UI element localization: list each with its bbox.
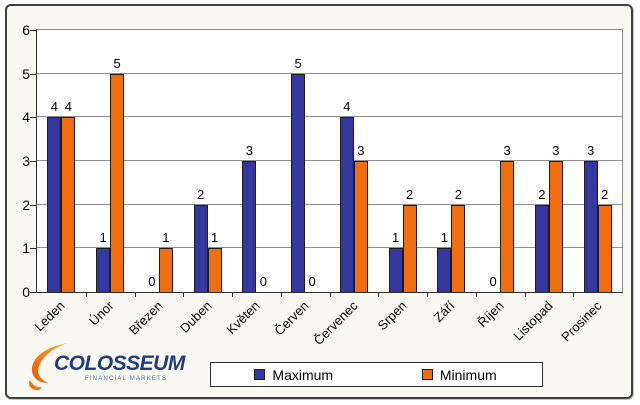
- value-label: 2: [601, 186, 609, 202]
- bar-minimum-leden: [61, 117, 76, 292]
- maximum-swatch-icon: [254, 369, 266, 380]
- bar-maximum-duben: [193, 204, 208, 292]
- y-tick-0: [30, 292, 37, 293]
- x-tick-6: [329, 292, 331, 297]
- y-tick-3: [30, 161, 37, 162]
- bar-minimum-srpen: [402, 204, 417, 292]
- value-label: 4: [343, 99, 351, 115]
- y-tick-label-1: 1: [22, 240, 30, 257]
- bar-maximum-červen: [291, 73, 306, 292]
- bar-minimum-prosinec: [597, 204, 612, 292]
- x-tick-9: [475, 292, 477, 297]
- legend-label-minimum: Minimum: [439, 366, 497, 383]
- value-label: 0: [489, 274, 497, 289]
- bar-minimum-únor: [110, 73, 125, 292]
- y-tick-6: [30, 30, 37, 31]
- value-label: 3: [357, 143, 365, 158]
- value-label: 3: [245, 143, 253, 158]
- value-label: 0: [259, 274, 267, 289]
- bar-maximum-listopad: [534, 204, 549, 292]
- x-tick-8: [427, 292, 428, 297]
- legend-item-maximum: Maximum: [211, 368, 377, 382]
- y-tick-label-5: 5: [22, 65, 30, 82]
- value-label: 5: [113, 55, 121, 71]
- value-label: 2: [406, 186, 414, 202]
- logo-swoosh-icon: [29, 343, 68, 391]
- value-label: 3: [587, 143, 595, 158]
- y-tick-1: [30, 248, 37, 250]
- x-tick-4: [232, 292, 233, 297]
- x-tick-11: [573, 292, 575, 297]
- bar-minimum-červenec: [353, 161, 368, 292]
- logo-subtitle: FINANCIAL MARKETS: [85, 376, 168, 382]
- bar-maximum-červenec: [339, 117, 354, 292]
- bar-minimum-duben: [207, 248, 222, 292]
- colosseum-logo: COLOSSEUM FINANCIAL MARKETS: [27, 341, 185, 395]
- minimum-swatch-icon: [421, 369, 433, 380]
- bar-maximum-září: [437, 248, 452, 292]
- chart-legend: Maximum Minimum: [210, 362, 543, 387]
- value-label: 0: [308, 274, 316, 289]
- gridline-1: [37, 247, 622, 249]
- value-label: 5: [294, 55, 302, 71]
- logo-wordmark: COLOSSEUM: [54, 352, 185, 375]
- x-tick-1: [85, 292, 87, 297]
- bar-minimum-listopad: [548, 161, 563, 292]
- bar-maximum-únor: [96, 248, 111, 292]
- x-tick-2: [134, 292, 136, 297]
- gridline-5: [37, 72, 622, 74]
- value-label: 4: [50, 99, 58, 115]
- value-label: 3: [552, 143, 560, 158]
- value-label: 2: [197, 186, 205, 202]
- gridline-2: [37, 203, 622, 205]
- value-label: 1: [162, 230, 170, 246]
- bar-minimum-září: [451, 204, 466, 292]
- legend-item-minimum: Minimum: [377, 368, 543, 382]
- value-label: 4: [64, 99, 72, 115]
- legend-label-maximum: Maximum: [272, 366, 334, 383]
- y-tick-label-2: 2: [22, 196, 30, 213]
- value-label: 1: [392, 230, 400, 246]
- value-label: 0: [148, 274, 156, 289]
- y-tick-label-6: 6: [22, 22, 30, 38]
- bar-maximum-prosinec: [583, 161, 598, 292]
- y-tick-5: [30, 73, 37, 75]
- x-tick-5: [280, 292, 282, 297]
- y-tick-4: [30, 117, 37, 119]
- bar-minimum-březen: [158, 248, 173, 292]
- value-label: 1: [99, 230, 107, 246]
- x-tick-10: [524, 292, 526, 297]
- value-label: 1: [440, 230, 448, 246]
- value-label: 3: [503, 143, 511, 158]
- value-label: 1: [211, 230, 219, 246]
- bar-maximum-srpen: [388, 248, 403, 292]
- bar-maximum-leden: [47, 117, 62, 292]
- value-label: 2: [454, 186, 462, 202]
- y-tick-label-0: 0: [22, 284, 30, 300]
- gridline-3: [37, 160, 622, 161]
- y-tick-2: [30, 204, 37, 206]
- x-tick-7: [378, 292, 380, 297]
- y-tick-label-4: 4: [22, 109, 30, 126]
- bar-maximum-květen: [242, 161, 257, 292]
- bar-minimum-říjen: [500, 161, 515, 292]
- gridline-4: [37, 116, 622, 118]
- y-tick-label-3: 3: [22, 153, 30, 169]
- value-label: 2: [538, 186, 546, 202]
- x-tick-3: [183, 292, 185, 297]
